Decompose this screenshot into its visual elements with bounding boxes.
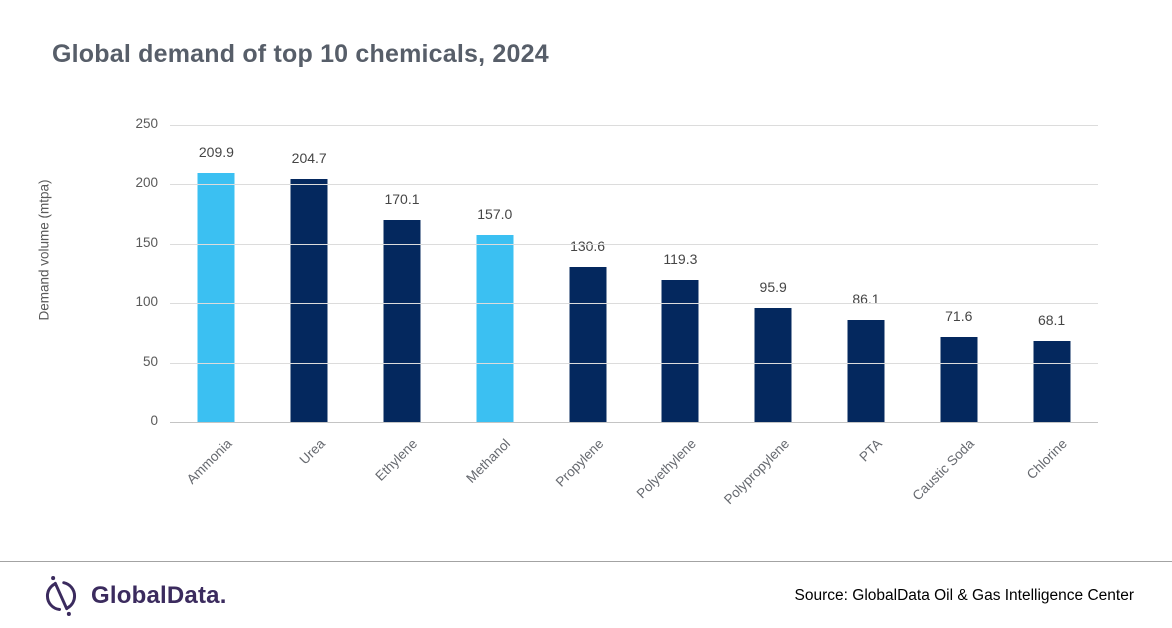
bar-column-polyethylene: 119.3 Polyethylene bbox=[634, 125, 727, 501]
bar-column-ethylene: 170.1 Ethylene bbox=[356, 125, 449, 484]
bar-ammonia bbox=[197, 172, 235, 422]
bar-value-label: 86.1 bbox=[852, 290, 880, 307]
y-tick-label-200: 200 bbox=[135, 175, 158, 191]
bar-value-label: 170.1 bbox=[384, 190, 420, 207]
bar-value-label: 204.7 bbox=[291, 149, 327, 166]
bar-value-label: 71.6 bbox=[945, 307, 973, 324]
bar-column-chlorine: 68.1 Chlorine bbox=[1005, 125, 1098, 482]
bar-caustic-soda bbox=[940, 336, 978, 422]
category-label: Methanol bbox=[463, 436, 514, 486]
y-tick-label-150: 150 bbox=[135, 234, 158, 250]
bar-column-polypropylene: 95.9 Polypropylene bbox=[721, 125, 820, 507]
bar-methanol bbox=[476, 235, 514, 422]
category-label: Polyethylene bbox=[633, 436, 699, 502]
bar-pta bbox=[847, 319, 885, 422]
bar-column-caustic-soda: 71.6 Caustic Soda bbox=[910, 125, 1005, 503]
bar-propylene bbox=[569, 266, 607, 422]
gridline-y-150 bbox=[170, 243, 1098, 245]
category-label: Chlorine bbox=[1024, 436, 1071, 483]
globaldata-logo-icon bbox=[45, 575, 77, 616]
bar-column-pta: 86.1 PTA bbox=[820, 125, 913, 464]
bar-column-propylene: 130.6 Propylene bbox=[541, 125, 634, 490]
bar-value-label: 95.9 bbox=[759, 279, 787, 296]
globaldata-logo: GlobalData. bbox=[40, 575, 227, 617]
bar-value-label: 68.1 bbox=[1037, 312, 1066, 329]
category-label: Ammonia bbox=[184, 436, 236, 487]
y-tick-label-0: 0 bbox=[150, 413, 158, 428]
bar-value-label: 209.9 bbox=[198, 143, 234, 160]
bar-column-urea: 204.7 Urea bbox=[263, 125, 356, 467]
bar-polyethylene bbox=[661, 280, 699, 422]
gridline-y-100 bbox=[170, 303, 1098, 305]
y-tick-label-250: 250 bbox=[135, 116, 158, 131]
bar-value-label: 119.3 bbox=[663, 251, 698, 268]
globaldata-logo-text: GlobalData. bbox=[91, 581, 227, 609]
chart-title: Global demand of top 10 chemicals, 2024 bbox=[52, 40, 549, 68]
plot-area: 209.9 Ammonia 204.7 Urea 170.1 Ethylene 157.0 M… bbox=[170, 125, 1098, 507]
bar-value-label: 130.6 bbox=[570, 237, 606, 254]
bar-columns: 209.9 Ammonia 204.7 Urea 170.1 Ethylene 157.0 M… bbox=[170, 125, 1098, 507]
bar-column-ammonia: 209.9 Ammonia bbox=[170, 125, 263, 487]
bar-urea bbox=[290, 178, 328, 422]
category-label: Caustic Soda bbox=[910, 436, 978, 504]
category-label: Polypropylene bbox=[720, 436, 792, 508]
y-tick-label-100: 100 bbox=[135, 294, 158, 310]
bar-ethylene bbox=[383, 219, 421, 422]
gridline-y-0 bbox=[170, 422, 1098, 423]
footer: GlobalData. Source: GlobalData Oil & Gas… bbox=[0, 561, 1172, 628]
bar-polypropylene bbox=[754, 308, 792, 422]
gridline-y-200 bbox=[170, 184, 1098, 186]
category-label: PTA bbox=[856, 436, 885, 465]
bar-column-methanol: 157.0 Methanol bbox=[448, 125, 541, 485]
bar-chlorine bbox=[1033, 341, 1071, 422]
category-label: Propylene bbox=[552, 436, 607, 490]
y-tick-label-50: 50 bbox=[142, 353, 158, 369]
gridline-y-50 bbox=[170, 362, 1098, 364]
gridline-y-250 bbox=[170, 125, 1098, 126]
source-text: Source: GlobalData Oil & Gas Intelligenc… bbox=[794, 586, 1134, 604]
bar-value-label: 157.0 bbox=[477, 206, 513, 223]
category-label: Ethylene bbox=[372, 436, 421, 484]
bar-chart: Demand volume (mtpa) 209.9 Ammonia 204.7 Ur… bbox=[37, 116, 1098, 507]
category-label: Urea bbox=[296, 436, 328, 468]
